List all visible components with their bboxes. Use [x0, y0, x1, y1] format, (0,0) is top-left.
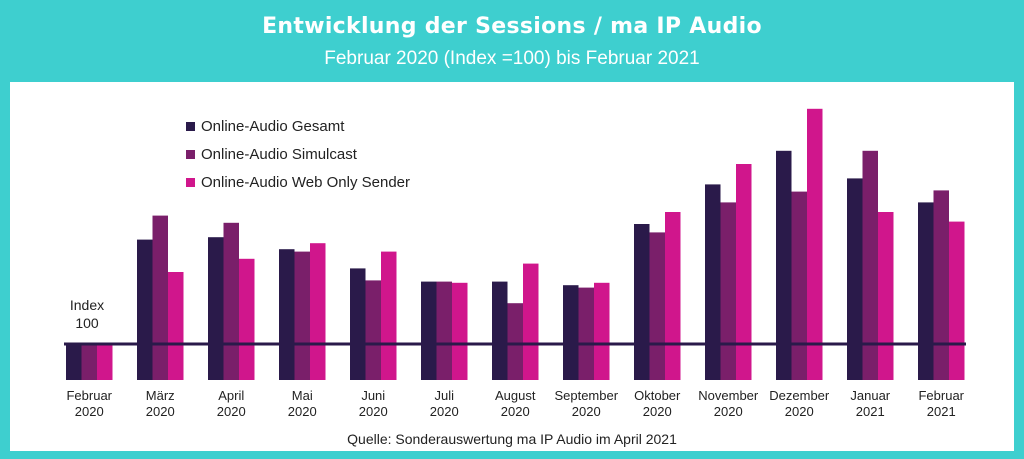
- bar-webonly-6: [523, 263, 539, 380]
- chart-panel: Februar 2020 März 2020 April 2020 Mai 2020 Juni 2…: [10, 82, 1014, 451]
- bar-webonly-2: [239, 258, 255, 380]
- bar-gesamt-10: [776, 150, 792, 380]
- x-tick-label-7-0: September: [554, 388, 618, 403]
- bar-gesamt-8: [634, 224, 650, 380]
- legend-swatch-gesamt: [186, 121, 195, 131]
- bar-webonly-10: [807, 108, 823, 381]
- x-tick-label-1-1: 2020: [146, 404, 175, 419]
- legend-swatch-simulcast: [186, 149, 195, 159]
- legend-label-webonly: Online-Audio Web Only Sender: [201, 173, 411, 191]
- x-tick-label-12-0: Februar: [918, 388, 964, 403]
- bar-gesamt-3: [279, 249, 295, 380]
- bar-simulcast-6: [507, 303, 523, 380]
- x-tick-label-4-0: Juni: [361, 388, 385, 403]
- bar-webonly-8: [665, 212, 681, 380]
- bar-webonly-0: [97, 344, 113, 380]
- x-tick-label-10-1: 2020: [785, 404, 814, 419]
- bar-gesamt-7: [563, 285, 579, 380]
- bar-simulcast-5: [436, 281, 452, 380]
- bar-gesamt-0: [66, 344, 82, 380]
- x-tick-label-3-1: 2020: [288, 404, 317, 419]
- bar-gesamt-11: [847, 178, 863, 380]
- bar-chart: Februar2020März2020April2020Mai2020Juni2…: [64, 108, 966, 419]
- x-tick-label-1-0: März: [146, 388, 175, 403]
- chart-title: Entwicklung der Sessions / ma IP Audio: [262, 14, 762, 39]
- bar-webonly-7: [594, 282, 610, 380]
- x-tick-label-11-1: 2021: [856, 404, 885, 419]
- x-tick-label-0-1: 2020: [75, 404, 104, 419]
- bar-simulcast-7: [578, 287, 594, 380]
- legend-item-webonly: Online-Audio Web Only Sender: [186, 168, 410, 196]
- bar-gesamt-4: [350, 268, 366, 380]
- bar-simulcast-3: [294, 251, 310, 380]
- x-tick-label-10-0: Dezember: [769, 388, 830, 403]
- legend-label-gesamt: Online-Audio Gesamt: [201, 117, 345, 135]
- bar-simulcast-12: [933, 190, 949, 380]
- x-tick-label-2-0: April: [218, 388, 244, 403]
- bar-webonly-9: [736, 164, 752, 380]
- x-tick-label-9-0: November: [698, 388, 759, 403]
- x-tick-label-4-1: 2020: [359, 404, 388, 419]
- source-note: Quelle: Sonderauswertung ma IP Audio im …: [347, 431, 677, 447]
- bar-simulcast-8: [649, 232, 665, 380]
- x-tick-label-5-0: Juli: [434, 388, 454, 403]
- index-label-line2: 100: [75, 315, 99, 331]
- x-tick-label-6-0: August: [495, 388, 536, 403]
- legend: Online-Audio Gesamt Online-Audio Simulca…: [186, 112, 410, 196]
- x-tick-label-5-1: 2020: [430, 404, 459, 419]
- bar-simulcast-0: [81, 344, 97, 380]
- index-label-line1: Index: [69, 297, 105, 313]
- bar-simulcast-4: [365, 280, 381, 380]
- bar-gesamt-1: [137, 239, 153, 380]
- x-tick-label-7-1: 2020: [572, 404, 601, 419]
- bar-simulcast-9: [720, 202, 736, 380]
- bar-gesamt-6: [492, 281, 508, 380]
- x-tick-label-0-0: Februar: [66, 388, 112, 403]
- x-tick-label-3-0: Mai: [292, 388, 313, 403]
- bar-webonly-4: [381, 251, 397, 380]
- bar-gesamt-5: [421, 281, 437, 380]
- bar-gesamt-12: [918, 202, 934, 380]
- x-tick-label-6-1: 2020: [501, 404, 530, 419]
- bar-webonly-1: [168, 272, 184, 380]
- bar-webonly-5: [452, 282, 468, 380]
- bar-simulcast-10: [791, 191, 807, 380]
- bar-gesamt-2: [208, 237, 224, 380]
- bar-simulcast-2: [223, 222, 239, 380]
- x-tick-label-11-0: Januar: [850, 388, 890, 403]
- bar-simulcast-1: [152, 215, 168, 380]
- bar-simulcast-11: [862, 150, 878, 380]
- x-tick-label-8-0: Oktober: [634, 388, 681, 403]
- x-tick-label-8-1: 2020: [643, 404, 672, 419]
- bar-webonly-12: [949, 221, 965, 380]
- x-tick-label-9-1: 2020: [714, 404, 743, 419]
- bar-webonly-3: [310, 243, 326, 380]
- index-label: Index 100: [62, 296, 112, 332]
- chart-subtitle: Februar 2020 (Index =100) bis Februar 20…: [324, 48, 700, 69]
- legend-item-gesamt: Online-Audio Gesamt: [186, 112, 410, 140]
- legend-swatch-webonly: [186, 177, 195, 187]
- x-tick-label-12-1: 2021: [927, 404, 956, 419]
- bar-webonly-11: [878, 212, 894, 380]
- legend-item-simulcast: Online-Audio Simulcast: [186, 140, 410, 168]
- x-tick-label-2-1: 2020: [217, 404, 246, 419]
- bar-gesamt-9: [705, 184, 721, 380]
- legend-label-simulcast: Online-Audio Simulcast: [201, 145, 357, 163]
